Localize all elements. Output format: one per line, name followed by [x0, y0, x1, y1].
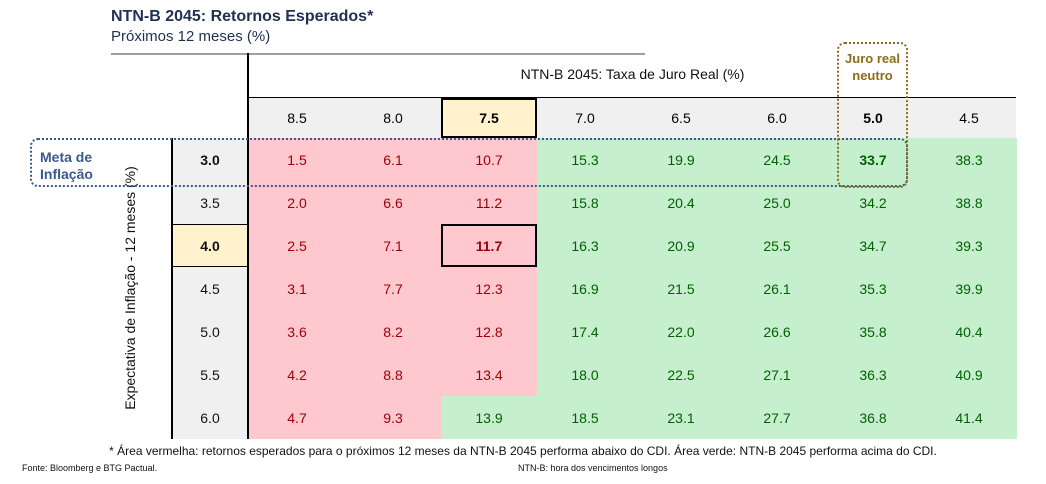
table-cell: 2.0 — [249, 181, 345, 224]
title-divider — [111, 53, 645, 55]
column-header: 6.0 — [767, 110, 787, 126]
footnote: * Área vermelha: retornos esperados para… — [109, 444, 937, 458]
table-cell: 17.4 — [537, 310, 633, 353]
table-cell: 12.8 — [441, 310, 537, 353]
table-cell: 16.9 — [537, 267, 633, 310]
table-cell: 12.3 — [441, 267, 537, 310]
column-header: 8.5 — [287, 110, 307, 126]
column-header: 7.0 — [575, 110, 595, 126]
table-cell: 35.8 — [825, 310, 921, 353]
table-cell: 27.1 — [729, 353, 825, 396]
table-cell: 18.5 — [537, 396, 633, 439]
table-cell: 27.7 — [729, 396, 825, 439]
column-axis-label: NTN-B 2045: Taxa de Juro Real (%) — [520, 66, 745, 82]
meta-inflacao-highlight — [30, 138, 908, 187]
note: NTN-B: hora dos vencimentos longos — [518, 463, 668, 473]
table-cell: 8.8 — [345, 353, 441, 396]
table-cell: 4.7 — [249, 396, 345, 439]
table-cell: 38.3 — [921, 138, 1017, 181]
table-cell: 25.5 — [729, 224, 825, 267]
axis-divider — [247, 53, 249, 439]
table-cell: 7.7 — [345, 267, 441, 310]
table-cell: 22.5 — [633, 353, 729, 396]
table-cell: 15.8 — [537, 181, 633, 224]
row-header: 4.5 — [172, 267, 248, 310]
table-cell: 6.1 — [345, 138, 441, 181]
table-cell: 40.4 — [921, 310, 1017, 353]
table-cell: 20.9 — [633, 224, 729, 267]
table-cell: 2.5 — [249, 224, 345, 267]
table-cell: 38.8 — [921, 181, 1017, 224]
table-cell: 23.1 — [633, 396, 729, 439]
source: Fonte: Bloomberg e BTG Pactual. — [22, 463, 158, 473]
table-cell: 39.3 — [921, 224, 1017, 267]
column-header: 4.5 — [959, 110, 979, 126]
table-cell: 19.9 — [633, 138, 729, 181]
table-cell: 21.5 — [633, 267, 729, 310]
table-cell: 8.2 — [345, 310, 441, 353]
chart-title: NTN-B 2045: Retornos Esperados* — [111, 8, 374, 25]
table-cell: 3.1 — [249, 267, 345, 310]
table-cell: 35.3 — [825, 267, 921, 310]
table-cell: 20.4 — [633, 181, 729, 224]
table-cell: 11.7 — [441, 224, 537, 267]
table-cell: 36.3 — [825, 353, 921, 396]
table-cell: 24.5 — [729, 138, 825, 181]
table-cell: 18.0 — [537, 353, 633, 396]
table-cell: 3.6 — [249, 310, 345, 353]
row-header: 6.0 — [172, 396, 248, 439]
table-cell: 11.2 — [441, 181, 537, 224]
table-cell: 16.3 — [537, 224, 633, 267]
table-cell: 22.0 — [633, 310, 729, 353]
column-header: 5.0 — [863, 110, 883, 126]
table-cell: 36.8 — [825, 396, 921, 439]
table-cell: 41.4 — [921, 396, 1017, 439]
row-label-divider — [171, 138, 173, 439]
column-header: 8.0 — [383, 110, 403, 126]
column-header: 7.5 — [441, 98, 537, 138]
table-cell: 7.1 — [345, 224, 441, 267]
table-cell: 25.0 — [729, 181, 825, 224]
table-cell: 13.4 — [441, 353, 537, 396]
meta-inflacao-label: Meta de Inflação — [40, 149, 93, 182]
table-cell: 6.6 — [345, 181, 441, 224]
column-header: 6.5 — [671, 110, 691, 126]
juro-neutro-highlight — [837, 42, 908, 188]
table-cell: 40.9 — [921, 353, 1017, 396]
table-cell: 34.2 — [825, 181, 921, 224]
row-header: 5.5 — [172, 353, 248, 396]
table-cell: 26.6 — [729, 310, 825, 353]
chart-subtitle: Próximos 12 meses (%) — [111, 28, 271, 45]
table-cell: 4.2 — [249, 353, 345, 396]
table-cell: 34.7 — [825, 224, 921, 267]
row-header: 4.0 — [172, 224, 248, 267]
table-cell: 1.5 — [249, 138, 345, 181]
table-cell: 13.9 — [441, 396, 537, 439]
row-header: 3.0 — [172, 138, 248, 181]
row-header: 5.0 — [172, 310, 248, 353]
row-header: 3.5 — [172, 181, 248, 224]
table-cell: 26.1 — [729, 267, 825, 310]
header-row — [249, 97, 1016, 139]
table-cell: 10.7 — [441, 138, 537, 181]
juro-neutro-label: Juro real neutro — [845, 51, 900, 83]
table-cell: 39.9 — [921, 267, 1017, 310]
table-cell: 9.3 — [345, 396, 441, 439]
row-axis-label: Expectativa de Inflação - 12 meses (%) — [122, 166, 138, 410]
table-cell: 15.3 — [537, 138, 633, 181]
